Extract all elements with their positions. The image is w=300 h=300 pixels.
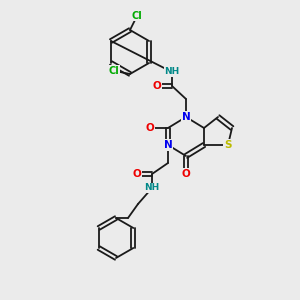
Text: N: N: [164, 140, 172, 150]
Text: NH: NH: [144, 184, 160, 193]
Text: Cl: Cl: [132, 11, 142, 21]
Text: Cl: Cl: [109, 66, 120, 76]
Text: O: O: [133, 169, 141, 179]
Text: O: O: [182, 169, 190, 179]
Text: O: O: [146, 123, 154, 133]
Text: S: S: [224, 140, 232, 150]
Text: NH: NH: [164, 68, 180, 76]
Text: N: N: [182, 112, 190, 122]
Text: O: O: [153, 81, 161, 91]
